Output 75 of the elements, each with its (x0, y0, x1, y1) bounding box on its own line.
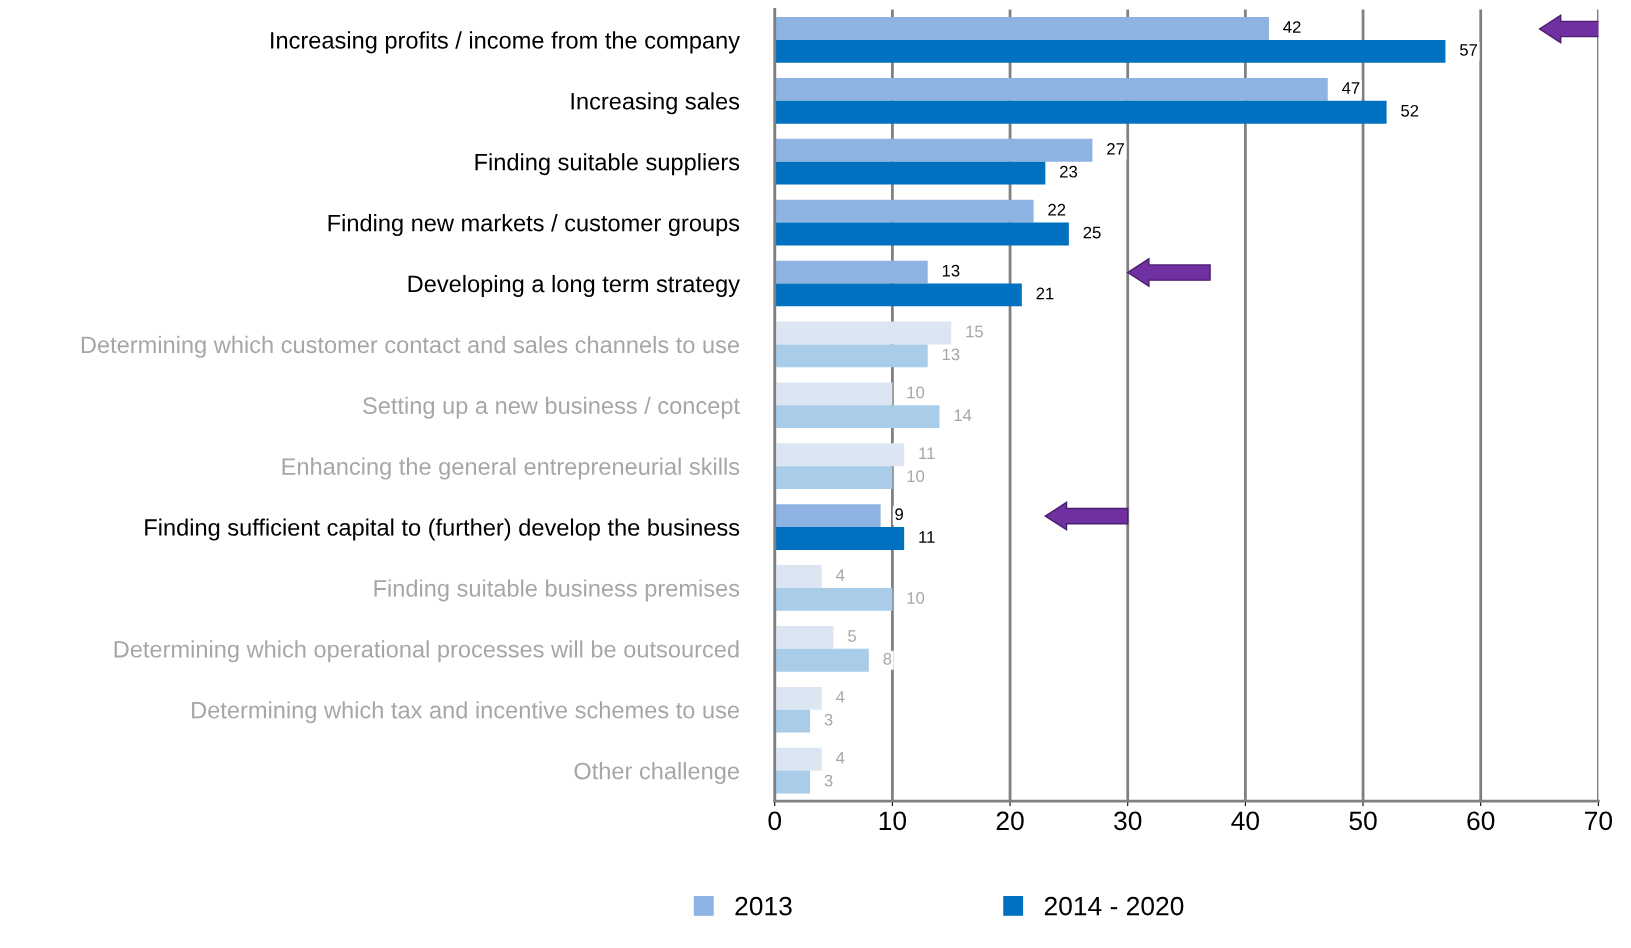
data-label: 52 (1401, 104, 1419, 117)
data-label: 15 (966, 325, 983, 338)
data-label: 8 (883, 652, 892, 665)
data-label: 5 (848, 630, 857, 642)
y-tick-label: Enhancing the general entrepreneurial skills (282, 457, 740, 480)
bar (774, 100, 1387, 124)
bar (774, 260, 928, 284)
bar (774, 199, 1034, 223)
data-label: 11 (919, 531, 935, 543)
x-tick-label: 20 (996, 811, 1024, 831)
data-label: 3 (824, 713, 833, 726)
y-tick-label: Finding new markets / customer groups (328, 214, 740, 237)
data-label: 4 (836, 691, 845, 703)
y-tick-label: Finding suitable business premises (374, 579, 740, 602)
x-tick-label: 0 (768, 811, 782, 831)
legend-label: 2014 - 2020 (1044, 896, 1184, 916)
bar (774, 17, 1269, 40)
y-tick-label: Setting up a new business / concept (363, 396, 740, 419)
bar (774, 770, 811, 794)
data-label: 21 (1036, 287, 1054, 300)
bar (774, 466, 893, 489)
bar (774, 138, 1093, 162)
bar (774, 587, 893, 611)
data-label: 4 (836, 569, 845, 581)
bar (774, 686, 822, 710)
y-tick-label: Determining which tax and incentive schemes to use (192, 701, 739, 724)
data-label: 47 (1342, 82, 1360, 94)
data-label: 11 (919, 447, 935, 460)
y-tick-label: Developing a long term strategy (408, 274, 740, 297)
bar (774, 405, 940, 429)
data-label: 13 (942, 348, 960, 361)
bar (774, 504, 881, 528)
bar (774, 565, 822, 588)
bar (774, 344, 928, 368)
bar (774, 283, 1022, 307)
data-label: 42 (1283, 21, 1301, 33)
data-label: 23 (1060, 165, 1078, 178)
data-label: 9 (895, 508, 903, 521)
bar (774, 77, 1328, 101)
bar (774, 626, 834, 649)
y-tick-label: Finding suitable suppliers (475, 153, 740, 176)
bar (774, 161, 1046, 185)
bar (774, 709, 811, 733)
data-label: 3 (824, 774, 833, 787)
x-tick-label: 10 (879, 811, 907, 831)
y-tick-label: Determining which operational processes will be outsourced (114, 640, 739, 663)
data-label: 22 (1048, 203, 1066, 216)
y-tick-label: Increasing sales (571, 92, 740, 115)
data-label: 10 (907, 592, 925, 604)
data-label: 4 (836, 752, 845, 764)
y-tick-label: Determining which customer contact and sales channels to use (81, 335, 739, 358)
x-tick-label: 40 (1231, 811, 1260, 831)
bar (774, 321, 952, 345)
legend-label: 2013 (735, 896, 792, 916)
bar (774, 527, 905, 550)
data-label: 25 (1083, 226, 1101, 239)
data-label: 57 (1459, 44, 1478, 56)
data-label: 10 (907, 386, 925, 399)
y-tick-label: Increasing profits / income from the company (271, 31, 740, 54)
x-tick-label: 60 (1467, 811, 1495, 831)
bar (774, 443, 905, 467)
bar (774, 222, 1069, 246)
bar (774, 39, 1446, 63)
data-label: 14 (954, 409, 972, 421)
data-label: 13 (942, 264, 960, 277)
x-tick-label: 30 (1114, 811, 1142, 831)
y-tick-label: Finding sufficient capital to (further) develop the business (145, 518, 740, 541)
x-tick-label: 70 (1585, 811, 1613, 831)
bar (774, 648, 869, 672)
y-tick-label: Other challenge (574, 762, 739, 785)
x-tick-label: 50 (1349, 811, 1377, 831)
data-label: 10 (907, 470, 925, 483)
data-label: 27 (1107, 142, 1125, 155)
bar (774, 747, 822, 771)
bar (774, 382, 893, 406)
